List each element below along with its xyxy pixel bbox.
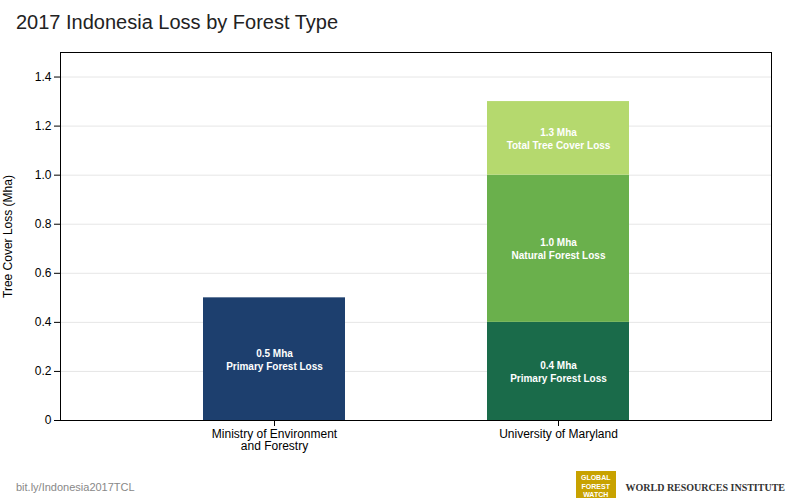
html-text:GLOBAL FOREST WATCH: GLOBAL FOREST WATCH xyxy=(580,474,611,498)
svg-text:0: 0 xyxy=(45,413,52,427)
html-text:WORLD RESOURCES INSTITUTE: WORLD RESOURCES INSTITUTE xyxy=(625,481,785,493)
svg-text:1.0 MhaNatural Forest Loss: 1.0 MhaNatural Forest Loss xyxy=(512,237,606,261)
svg-text:1.2: 1.2 xyxy=(35,119,52,133)
svg-text:0.4: 0.4 xyxy=(35,315,52,329)
svg-text:1.4: 1.4 xyxy=(35,70,52,84)
svg-text:University of Maryland: University of Maryland xyxy=(499,427,618,441)
html-text:2017 Indonesia Loss by Forest: 2017 Indonesia Loss by Forest Type xyxy=(16,11,339,33)
svg-text:0.2: 0.2 xyxy=(35,364,52,378)
html-text:bit.ly/Indonesia2017TCL: bit.ly/Indonesia2017TCL xyxy=(16,481,135,493)
svg-text:Tree Cover Loss (Mha): Tree Cover Loss (Mha) xyxy=(1,175,15,298)
svg-text:0.6: 0.6 xyxy=(35,266,52,280)
svg-text:0.4 MhaPrimary Forest Loss: 0.4 MhaPrimary Forest Loss xyxy=(510,360,607,384)
svg-text:1.0: 1.0 xyxy=(35,168,52,182)
svg-text:0.8: 0.8 xyxy=(35,217,52,231)
svg-text:1.3 MhaTotal Tree Cover Loss: 1.3 MhaTotal Tree Cover Loss xyxy=(507,127,611,151)
svg-text:0.5 MhaPrimary Forest Loss: 0.5 MhaPrimary Forest Loss xyxy=(226,348,323,372)
svg-text:Ministry of Environmentand For: Ministry of Environmentand Forestry xyxy=(212,427,338,453)
